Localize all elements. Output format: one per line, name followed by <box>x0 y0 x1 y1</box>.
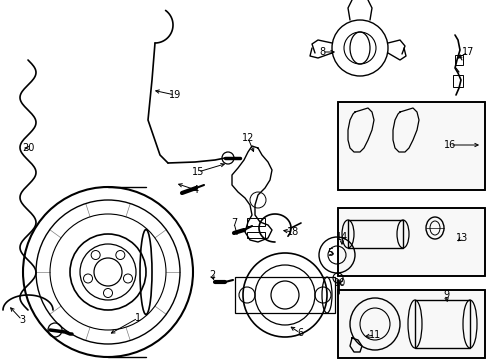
Bar <box>414 300 469 348</box>
Text: 14: 14 <box>335 232 347 242</box>
Text: 2: 2 <box>208 270 215 280</box>
Bar <box>246 232 264 238</box>
Text: 7: 7 <box>230 218 237 228</box>
Bar <box>452 75 462 87</box>
Text: 13: 13 <box>455 233 467 243</box>
Text: 17: 17 <box>461 47 473 57</box>
Bar <box>337 102 484 190</box>
Text: 20: 20 <box>22 143 34 153</box>
Text: 12: 12 <box>242 133 254 143</box>
Text: 10: 10 <box>333 278 346 288</box>
Bar <box>347 220 402 248</box>
Text: 9: 9 <box>442 290 448 300</box>
Text: 5: 5 <box>326 248 332 258</box>
Bar <box>454 55 462 65</box>
Text: 8: 8 <box>318 47 325 57</box>
Bar <box>337 290 484 358</box>
Bar <box>337 208 484 276</box>
Text: 11: 11 <box>368 330 380 340</box>
Text: 15: 15 <box>191 167 204 177</box>
Bar <box>337 102 484 190</box>
Text: 6: 6 <box>296 328 303 338</box>
Bar <box>235 277 334 313</box>
Text: 18: 18 <box>286 227 299 237</box>
Bar <box>246 218 264 226</box>
Bar <box>337 290 484 358</box>
Text: 19: 19 <box>168 90 181 100</box>
Text: 16: 16 <box>443 140 455 150</box>
Text: 4: 4 <box>193 185 199 195</box>
Text: 1: 1 <box>135 313 141 323</box>
Bar <box>337 208 484 276</box>
Text: 3: 3 <box>19 315 25 325</box>
